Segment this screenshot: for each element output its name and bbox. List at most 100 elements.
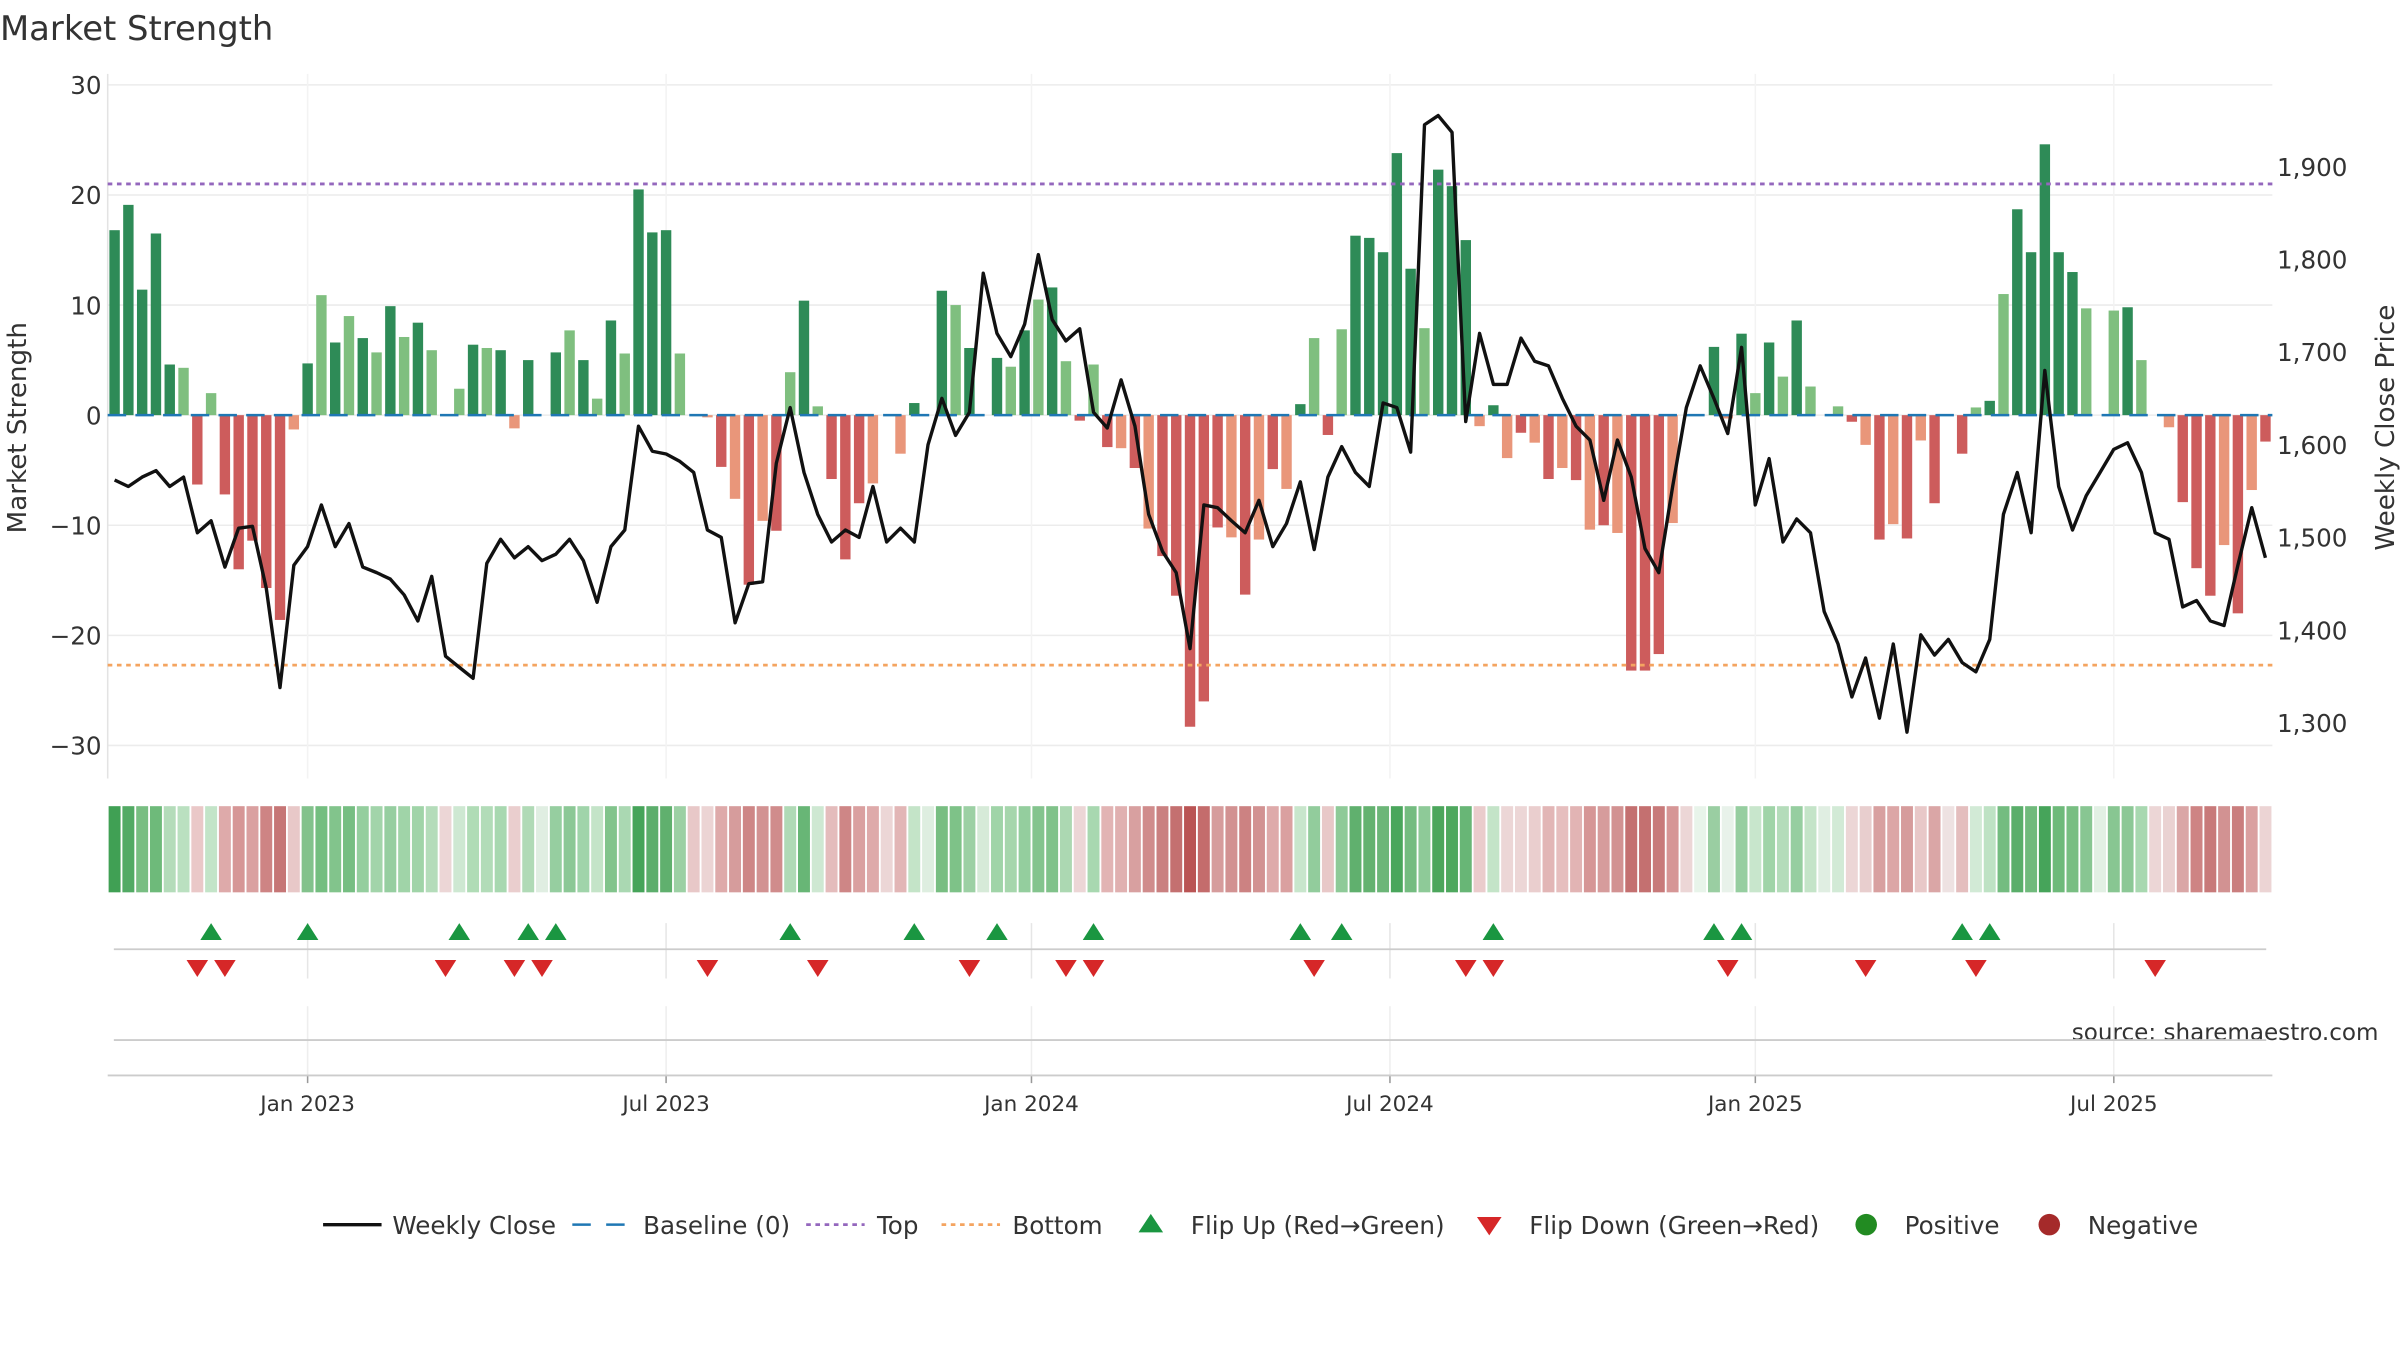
- strength-bar: [950, 305, 961, 416]
- strip-cell: [1487, 806, 1500, 893]
- strip-cell: [1459, 806, 1472, 893]
- strength-bar: [853, 415, 865, 504]
- strength-bar: [2191, 415, 2202, 569]
- strength-bar: [936, 290, 948, 416]
- flip-down-marker: [2144, 960, 2166, 977]
- strip-cell: [715, 806, 728, 893]
- strip-cell: [825, 806, 838, 893]
- strip-cell: [839, 806, 852, 893]
- strength-bar: [1474, 415, 1485, 427]
- strip-cell: [1142, 806, 1155, 893]
- strip-cell: [549, 806, 562, 893]
- strength-bar: [1832, 406, 1844, 416]
- strength-bar: [1060, 361, 1072, 416]
- strip-cell: [1818, 806, 1831, 893]
- strength-bar: [1543, 415, 1554, 480]
- strip-cell: [522, 806, 535, 893]
- strength-bar: [454, 388, 465, 416]
- strip-cell: [2162, 806, 2175, 893]
- strip-cell: [1501, 806, 1514, 893]
- strength-bar: [2039, 144, 2051, 416]
- flip-down-marker: [1965, 960, 1987, 977]
- strength-bars: [109, 144, 2271, 727]
- strength-bar: [261, 415, 272, 589]
- strip-cell: [260, 806, 273, 893]
- strength-bar: [1088, 364, 1099, 416]
- strength-bar: [743, 415, 755, 585]
- flip-up-marker: [1289, 923, 1312, 941]
- flip-up-marker: [545, 923, 567, 941]
- strength-bar: [1860, 415, 1871, 445]
- strength-bar: [509, 415, 520, 429]
- strip-cell: [991, 806, 1003, 893]
- strength-bar: [1626, 415, 1637, 671]
- strip-cell: [1046, 806, 1059, 893]
- strip-cell: [246, 806, 259, 893]
- strength-bar: [2163, 415, 2175, 428]
- strength-bar: [1874, 415, 1885, 540]
- strip-cell: [205, 806, 218, 893]
- strip-cell: [274, 806, 287, 893]
- strip-cell: [1321, 806, 1334, 893]
- flip-down-marker: [434, 960, 457, 977]
- strip-cell: [301, 806, 314, 893]
- strip-cell: [894, 806, 907, 893]
- strength-bar: [1653, 415, 1665, 655]
- strip-cell: [1776, 806, 1789, 893]
- strength-bar: [412, 322, 424, 416]
- strip-cell: [1018, 806, 1031, 893]
- strip-cell: [508, 806, 521, 893]
- flip-up-marker: [1330, 923, 1353, 941]
- strength-bar: [2025, 252, 2037, 416]
- strip-cell: [163, 806, 176, 893]
- flip-down-marker: [1055, 960, 1077, 977]
- flip-down-marker: [1303, 960, 1325, 977]
- strip-cell: [1680, 806, 1693, 893]
- flip-down-marker: [958, 960, 981, 977]
- strip-cell: [453, 806, 466, 893]
- strip-cell: [1956, 806, 1969, 893]
- strength-bar: [1791, 320, 1802, 416]
- strength-bar: [1763, 342, 1775, 416]
- flip-down-marker: [1716, 960, 1739, 977]
- strip-cell: [2094, 806, 2106, 893]
- strip-cell: [1473, 806, 1486, 893]
- strip-cell: [1625, 806, 1638, 893]
- strength-bar: [1308, 338, 1320, 416]
- strip-cell: [1694, 806, 1707, 893]
- strip-cell: [1570, 806, 1583, 893]
- strength-bar: [1350, 235, 1361, 416]
- strip-cell: [1666, 806, 1679, 893]
- strip-cell: [1308, 806, 1321, 893]
- strength-bar: [2108, 310, 2120, 416]
- strength-bar: [1501, 415, 1513, 459]
- strength-bar: [812, 406, 823, 416]
- strip-cell: [1335, 806, 1348, 893]
- flip-up-marker: [1482, 923, 1505, 941]
- left-axis-label: Market Strength: [3, 322, 33, 533]
- left-tick-label: −10: [50, 511, 102, 540]
- flip-up-marker: [1703, 923, 1725, 941]
- strip-cell: [1969, 806, 1982, 893]
- x-tick-label: Jan 2024: [982, 1092, 1079, 1117]
- strip-cell: [1942, 806, 1955, 893]
- strip-cell: [398, 806, 411, 893]
- strength-bar: [1322, 415, 1334, 435]
- strip-cell: [1239, 806, 1252, 893]
- flip-up-marker: [517, 923, 539, 941]
- strip-cell: [122, 806, 135, 893]
- strip-cell: [315, 806, 328, 893]
- strength-bar: [1667, 415, 1678, 524]
- strip-cell: [425, 806, 438, 893]
- strip-cell: [1170, 806, 1183, 893]
- strength-bar: [757, 415, 768, 521]
- strip-cell: [108, 806, 121, 893]
- strip-cell: [866, 806, 879, 893]
- strip-cell: [577, 806, 590, 893]
- x-tick-label: Jul 2023: [620, 1092, 710, 1117]
- strength-bar: [1198, 415, 1210, 702]
- right-tick-label: 1,400: [2277, 616, 2347, 645]
- strength-bar: [329, 342, 341, 416]
- strength-bar: [798, 300, 810, 416]
